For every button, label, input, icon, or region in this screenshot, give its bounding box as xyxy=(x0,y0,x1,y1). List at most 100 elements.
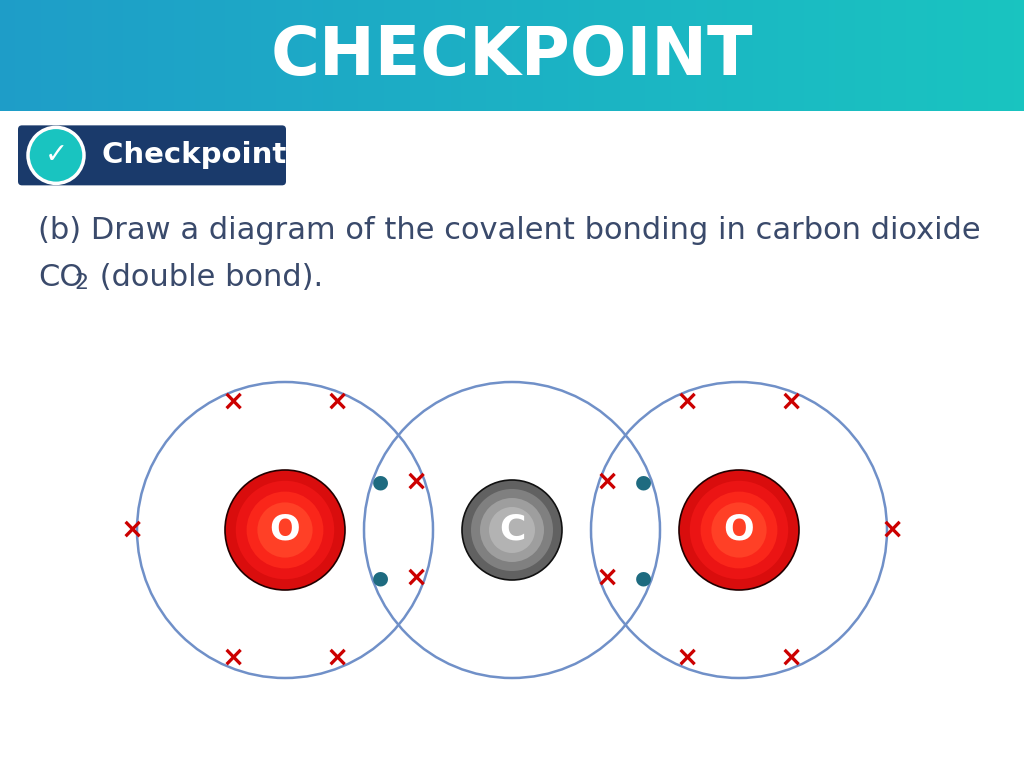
Bar xyxy=(348,0,354,111)
Bar xyxy=(809,0,815,111)
Text: CHECKPOINT: CHECKPOINT xyxy=(270,23,754,88)
Bar xyxy=(681,0,687,111)
Bar xyxy=(824,0,830,111)
Bar xyxy=(676,0,682,111)
Bar xyxy=(522,0,528,111)
Bar xyxy=(338,0,344,111)
Bar xyxy=(466,0,472,111)
Bar xyxy=(963,0,969,111)
Bar xyxy=(630,0,636,111)
Bar xyxy=(599,0,605,111)
Bar xyxy=(870,0,877,111)
Bar xyxy=(476,0,482,111)
Bar xyxy=(835,0,841,111)
Bar xyxy=(573,0,580,111)
Bar xyxy=(353,0,359,111)
Bar xyxy=(645,0,651,111)
Circle shape xyxy=(462,480,562,580)
Bar xyxy=(978,0,984,111)
Bar xyxy=(102,0,109,111)
Bar xyxy=(517,0,523,111)
Bar xyxy=(481,0,487,111)
Bar xyxy=(415,0,421,111)
Bar xyxy=(425,0,431,111)
Bar xyxy=(440,0,446,111)
Circle shape xyxy=(480,498,544,562)
Bar xyxy=(10,0,16,111)
Bar xyxy=(410,0,416,111)
Bar xyxy=(251,0,257,111)
Bar xyxy=(584,0,590,111)
Bar xyxy=(548,0,554,111)
Bar xyxy=(266,0,272,111)
Bar xyxy=(205,0,211,111)
Bar xyxy=(46,0,52,111)
Circle shape xyxy=(712,502,767,558)
Bar xyxy=(696,0,702,111)
Text: ×: × xyxy=(221,388,245,416)
Bar xyxy=(701,0,708,111)
Text: C: C xyxy=(499,513,525,547)
Bar xyxy=(292,0,298,111)
Bar xyxy=(241,0,247,111)
Bar xyxy=(988,0,994,111)
Bar xyxy=(625,0,631,111)
Bar xyxy=(553,0,559,111)
Bar xyxy=(753,0,759,111)
Bar xyxy=(712,0,718,111)
Bar xyxy=(184,0,190,111)
Bar xyxy=(97,0,103,111)
Bar xyxy=(1009,0,1015,111)
Bar xyxy=(461,0,467,111)
Bar xyxy=(968,0,974,111)
Bar xyxy=(896,0,902,111)
Bar xyxy=(364,0,370,111)
Bar xyxy=(748,0,754,111)
Bar xyxy=(282,0,288,111)
Bar xyxy=(271,0,278,111)
Bar xyxy=(804,0,810,111)
Bar xyxy=(82,0,88,111)
Text: ✓: ✓ xyxy=(44,141,68,170)
Bar xyxy=(543,0,549,111)
Bar xyxy=(230,0,237,111)
Bar xyxy=(179,0,185,111)
Bar xyxy=(620,0,626,111)
Bar xyxy=(138,0,144,111)
Text: ×: × xyxy=(881,516,903,544)
Bar xyxy=(568,0,574,111)
Bar xyxy=(927,0,933,111)
Bar xyxy=(609,0,615,111)
Bar xyxy=(855,0,861,111)
Bar xyxy=(850,0,856,111)
Bar xyxy=(527,0,534,111)
Bar xyxy=(655,0,662,111)
Bar xyxy=(932,0,938,111)
Bar xyxy=(61,0,68,111)
Bar xyxy=(845,0,851,111)
Bar xyxy=(399,0,406,111)
Text: ●: ● xyxy=(635,472,652,492)
Text: (double bond).: (double bond). xyxy=(90,263,324,293)
Bar xyxy=(215,0,221,111)
Bar xyxy=(276,0,283,111)
Bar xyxy=(799,0,805,111)
Circle shape xyxy=(679,470,799,590)
Bar xyxy=(671,0,677,111)
Bar xyxy=(113,0,119,111)
Text: ×: × xyxy=(779,644,803,672)
Bar xyxy=(220,0,226,111)
Bar xyxy=(379,0,385,111)
Bar xyxy=(323,0,329,111)
Bar xyxy=(865,0,871,111)
Circle shape xyxy=(690,481,788,579)
Bar xyxy=(768,0,774,111)
Bar xyxy=(1014,0,1020,111)
Text: ×: × xyxy=(221,644,245,672)
Bar xyxy=(195,0,201,111)
Bar xyxy=(957,0,964,111)
Bar xyxy=(579,0,585,111)
Bar xyxy=(246,0,252,111)
Bar xyxy=(512,0,518,111)
Bar xyxy=(164,0,170,111)
